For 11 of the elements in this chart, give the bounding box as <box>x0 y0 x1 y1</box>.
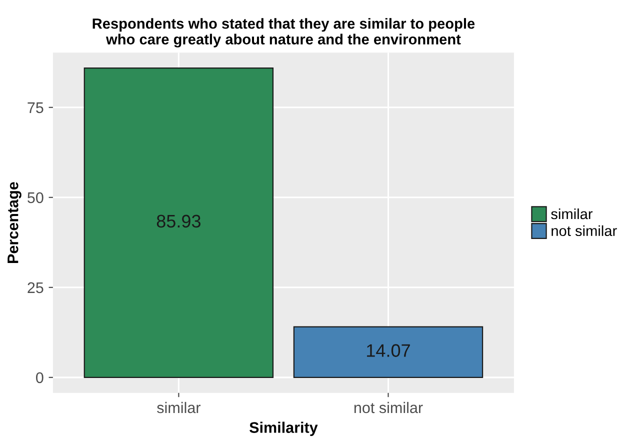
y-tick-label: 0 <box>36 372 44 384</box>
chart-title: Respondents who stated that they are similar to people who care greatly about nature and the environment <box>92 18 475 48</box>
y-axis-title: Percentage <box>8 182 22 263</box>
y-tick-label: 75 <box>28 102 44 114</box>
y-tick-label: 50 <box>28 192 44 204</box>
data-label: 85.93 <box>156 214 200 228</box>
legend-label: not similar <box>552 225 617 236</box>
legend-label: similar <box>551 208 593 220</box>
data-label: 14.07 <box>367 344 410 357</box>
x-axis-title: Similarity <box>250 422 318 436</box>
y-tick-label: 25 <box>28 282 44 294</box>
